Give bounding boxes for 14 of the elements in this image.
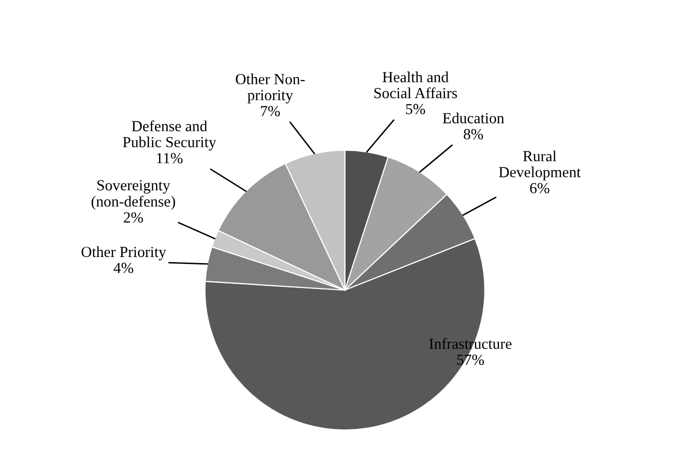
slice-label: Health and Social Affairs bbox=[374, 72, 457, 98]
slice-label: Sovereignty (non-defense) bbox=[92, 180, 176, 210]
slice-label: Rural Development bbox=[498, 150, 581, 180]
data-label: 8% bbox=[464, 129, 484, 140]
data-label: 5% bbox=[406, 104, 426, 114]
slice-label: Other Non- priority bbox=[236, 74, 305, 104]
data-label: 6% bbox=[530, 182, 550, 194]
data-label: 11% bbox=[156, 153, 183, 164]
slice-label: Other Priority bbox=[82, 246, 166, 260]
data-label: 2% bbox=[124, 212, 143, 223]
data-label: 7% bbox=[261, 106, 280, 116]
data-label: 4% bbox=[114, 262, 134, 274]
slice-label: Defense and Public Security bbox=[122, 120, 216, 150]
slice-label: Education bbox=[442, 112, 504, 124]
